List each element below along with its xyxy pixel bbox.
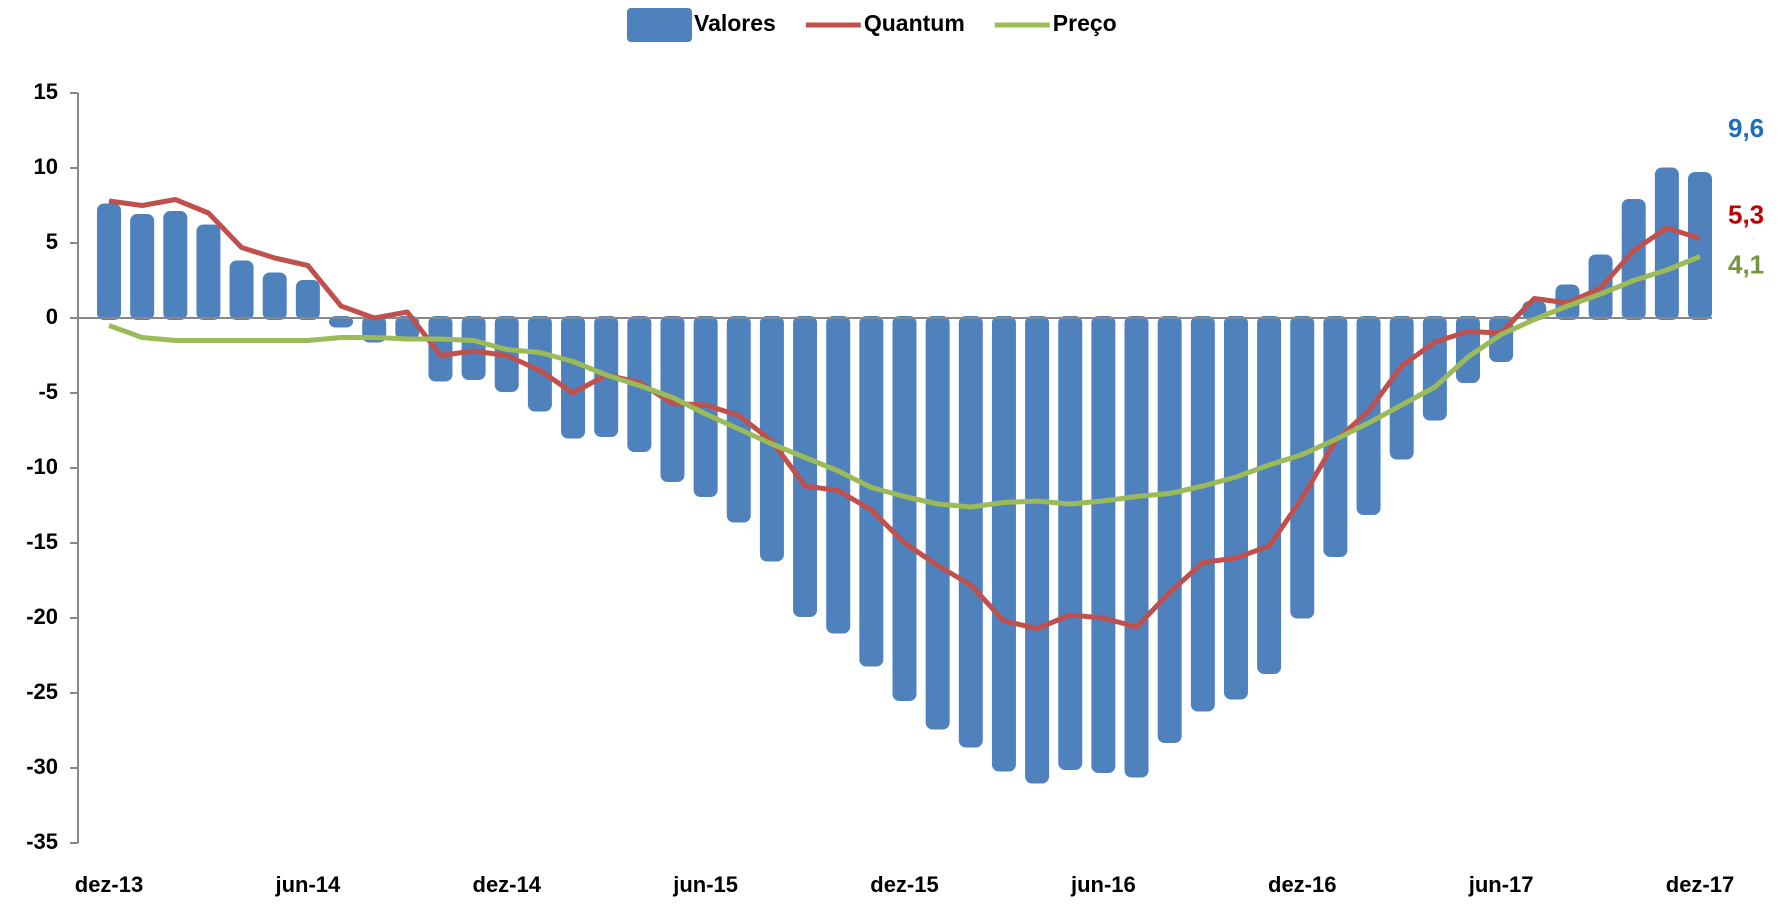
y-tick-label: 5 [46, 229, 58, 254]
bar [1688, 172, 1712, 320]
bar [1091, 316, 1116, 773]
bar [892, 316, 917, 701]
bar [1654, 167, 1679, 320]
bar [1290, 316, 1315, 619]
x-tick-label: dez-15 [870, 872, 938, 897]
y-tick-label: -30 [26, 754, 58, 779]
y-tick-label: 10 [34, 154, 58, 179]
y-tick-label: 0 [46, 304, 58, 329]
bar [163, 211, 188, 320]
y-tick-label: -15 [26, 529, 58, 554]
bar [925, 316, 950, 730]
line [108, 254, 1701, 510]
data-label: 4,1 [1728, 249, 1764, 279]
data-label: 5,3 [1728, 199, 1764, 229]
y-tick-label: -25 [26, 679, 58, 704]
bar [428, 316, 453, 382]
legend-label: Valores [694, 10, 776, 36]
legend-label: Quantum [864, 10, 965, 36]
x-tick-label: dez-14 [473, 872, 542, 897]
bar [726, 316, 751, 523]
bar [461, 316, 486, 380]
bar [1621, 199, 1646, 320]
bar [793, 316, 818, 617]
bar [958, 316, 983, 748]
legend-label: Preço [1053, 10, 1117, 36]
bar [1323, 316, 1348, 557]
bar [1389, 316, 1414, 460]
y-tick-label: -10 [26, 454, 58, 479]
bar [1257, 316, 1282, 674]
bar [1025, 316, 1050, 784]
x-tick-label: dez-17 [1666, 872, 1734, 897]
x-tick-label: dez-16 [1268, 872, 1336, 897]
y-tick-label: -5 [38, 379, 58, 404]
bar [527, 316, 552, 412]
x-tick-label: jun-14 [274, 872, 341, 897]
bar [826, 316, 851, 634]
bar [97, 203, 121, 320]
bar [859, 316, 884, 667]
bar [229, 260, 254, 320]
data-label: 9,6 [1728, 113, 1764, 143]
bar [1422, 316, 1447, 421]
bar [196, 224, 221, 320]
y-tick-label: -20 [26, 604, 58, 629]
bar [1223, 316, 1248, 700]
bar [262, 272, 287, 320]
bar [561, 316, 586, 439]
x-tick-label: dez-13 [75, 872, 143, 897]
x-tick-label: jun-15 [672, 872, 738, 897]
bar [1058, 316, 1083, 770]
bar [295, 280, 320, 320]
bar [130, 214, 155, 320]
bar [1190, 316, 1215, 712]
y-tick-label: 15 [34, 79, 58, 104]
x-tick-label: jun-17 [1468, 872, 1534, 897]
bar [1157, 316, 1182, 743]
bar [1124, 316, 1149, 778]
y-tick-label: -35 [26, 829, 58, 854]
x-tick-label: jun-16 [1070, 872, 1136, 897]
bar [1356, 316, 1381, 515]
legend-swatch [627, 8, 692, 42]
line [108, 197, 1701, 631]
bar [991, 316, 1016, 772]
